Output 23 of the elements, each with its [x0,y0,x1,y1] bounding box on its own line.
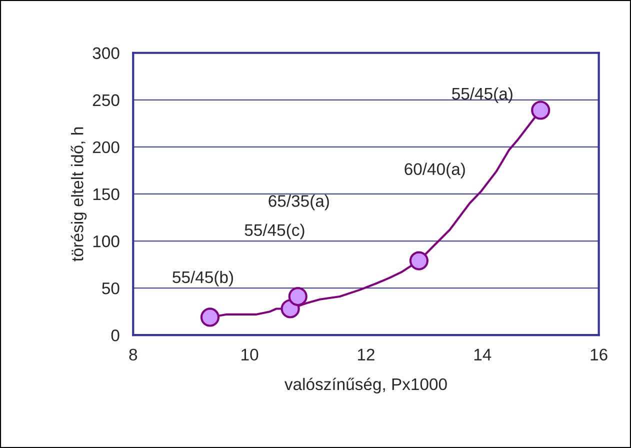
annotation: 55/45(c) [244,224,304,240]
y-tick-label: 200 [92,141,120,154]
y-tick-label: 0 [111,330,120,342]
annotation: 55/45(a) [452,87,512,103]
y-axis-title: törésig eltelt idő, h [70,127,87,262]
x-tick-label: 10 [242,348,258,361]
x-tick-label: 16 [590,348,608,361]
point [409,251,428,270]
y-tick-label: 100 [93,235,120,248]
y-tick-label: 250 [92,94,120,106]
y-tick-label: 50 [102,282,120,294]
y-tick-label: 300 [92,47,120,60]
point [200,308,220,327]
x-axis-title: valószínűség, Px1000 [284,378,447,394]
annotation: 65/35(a) [268,194,329,210]
point [531,100,550,120]
y-tick-label: 150 [93,188,120,200]
annotation: 55/45(b) [172,270,233,286]
x-tick-label: 12 [358,348,374,360]
point [288,286,308,306]
x-tick-label: 8 [129,348,138,361]
annotation: 60/40(a) [404,162,465,178]
x-tick-label: 14 [474,348,492,360]
